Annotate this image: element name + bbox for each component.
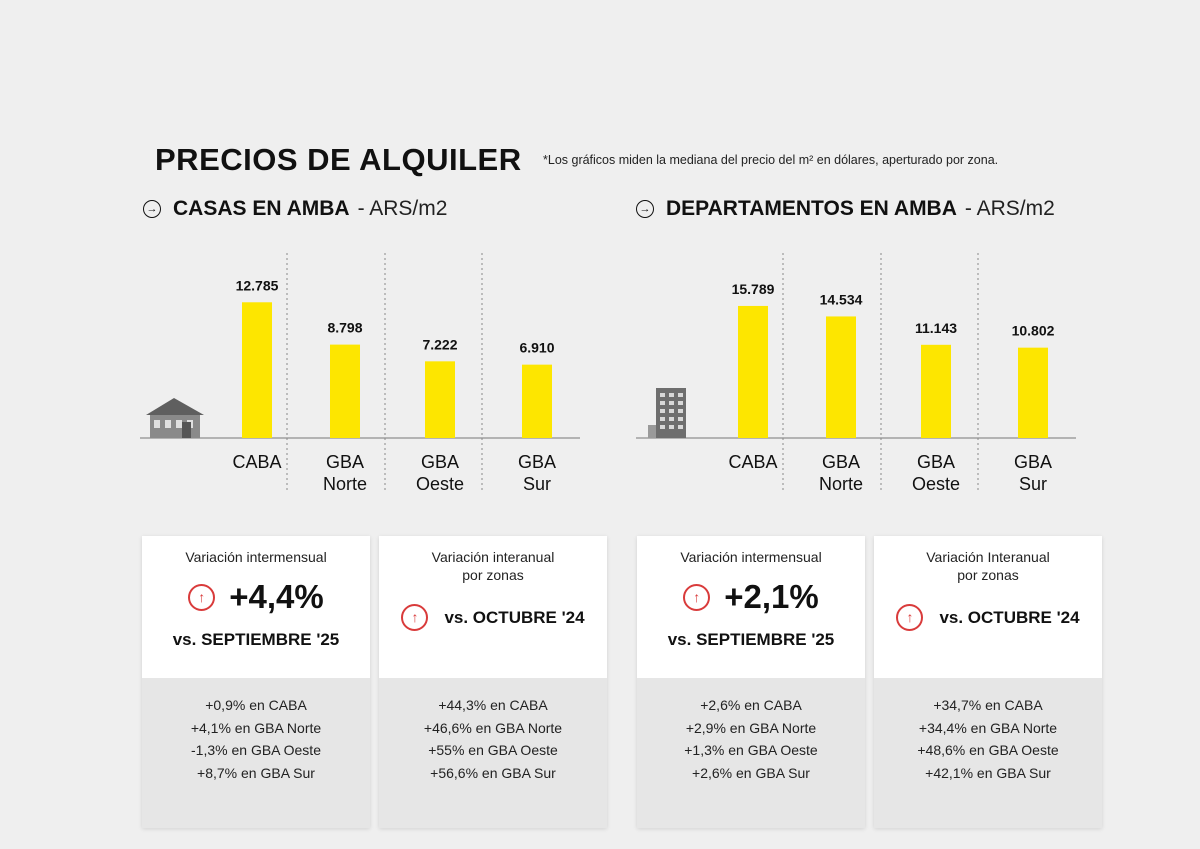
data-label: 7.222 (422, 336, 457, 352)
vs-label: vs. OCTUBRE '24 (939, 607, 1080, 627)
category-label: CABA (232, 452, 281, 472)
section-casas-head: → CASAS EN AMBA - ARS/m2 (143, 197, 447, 221)
arrow-up-icon: ↑ (401, 604, 429, 631)
card-subtitle-2: por zonas (462, 567, 524, 583)
list-item: +56,6% en GBA Sur (430, 764, 556, 781)
zone-list: +2,6% en CABA +2,9% en GBA Norte +1,3% e… (637, 678, 865, 828)
vs-label: vs. SEPTIEMBRE '25 (172, 630, 340, 649)
bar-caba (242, 302, 272, 438)
list-item: +34,4% en GBA Norte (918, 719, 1058, 736)
data-label: 14.534 (820, 291, 863, 307)
category-label-line2: Sur (1019, 474, 1047, 494)
card-deptos-intermensual: Variación intermensual ↑ +2,1% vs. SEPTI… (637, 536, 865, 828)
bar-gba-norte (330, 344, 360, 438)
casas-bar-chart: 12.785CABA8.798GBANorte7.222GBAOeste6.91… (140, 253, 580, 494)
category-label: GBA (326, 452, 364, 472)
list-item: +8,7% en GBA Sur (197, 764, 315, 781)
zone-list: +0,9% en CABA +4,1% en GBA Norte -1,3% e… (142, 678, 370, 828)
list-item: +42,1% en GBA Sur (925, 764, 1051, 781)
category-label: GBA (421, 452, 459, 472)
list-item: +2,6% en GBA Sur (692, 764, 810, 781)
list-item: +46,6% en GBA Norte (423, 719, 563, 736)
section-title: CASAS EN AMBA (173, 197, 350, 220)
list-item: +48,6% en GBA Oeste (917, 742, 1059, 758)
arrow-up-icon: ↑ (683, 583, 711, 611)
list-item: +1,3% en GBA Oeste (684, 742, 818, 758)
card-casas-intermensual: Variación intermensual ↑ +4,4% vs. SEPTI… (142, 536, 370, 828)
data-label: 11.143 (915, 320, 957, 336)
section-departamentos-head: → DEPARTAMENTOS EN AMBA - ARS/m2 (636, 197, 1055, 221)
category-label: GBA (822, 452, 860, 472)
section-unit: - ARS/m2 (357, 197, 448, 220)
category-label-line2: Norte (819, 474, 863, 494)
vs-label: vs. SEPTIEMBRE '25 (667, 630, 835, 649)
data-label: 10.802 (1012, 323, 1055, 339)
bar-gba-oeste (425, 361, 455, 438)
building-icon (648, 388, 686, 438)
data-label: 8.798 (327, 320, 362, 336)
card-casas-interanual: Variación interanual por zonas ↑ vs. OCT… (379, 536, 607, 828)
zone-list: +44,3% en CABA +46,6% en GBA Norte +55% … (379, 678, 607, 828)
category-label: GBA (1014, 452, 1052, 472)
arrow-up-icon: ↑ (188, 583, 216, 611)
card-subtitle: Variación intermensual (185, 549, 327, 565)
house-icon (146, 398, 204, 438)
data-label: 15.789 (732, 281, 775, 297)
category-label-line2: Oeste (416, 474, 464, 494)
page-title: PRECIOS DE ALQUILER (155, 142, 522, 177)
zone-list: +34,7% en CABA +34,4% en GBA Norte +48,6… (874, 678, 1102, 828)
category-label-line2: Sur (523, 474, 551, 494)
category-label: GBA (917, 452, 955, 472)
big-value: +4,4% (229, 578, 324, 615)
list-item: +0,9% en CABA (205, 697, 307, 713)
category-label-line2: Oeste (912, 474, 960, 494)
bar-gba-norte (826, 316, 856, 438)
list-item: +4,1% en GBA Norte (190, 719, 322, 736)
list-item: +2,9% en GBA Norte (685, 719, 817, 736)
card-subtitle: Variación Interanual (926, 549, 1050, 565)
list-item: +55% en GBA Oeste (428, 742, 558, 758)
footnote: *Los gráficos miden la mediana del preci… (543, 153, 999, 167)
bar-gba-sur (522, 364, 552, 438)
category-label: GBA (518, 452, 556, 472)
data-label: 12.785 (236, 277, 279, 293)
bar-caba (738, 305, 768, 438)
departamentos-bar-chart: 15.789CABA14.534GBANorte11.143GBAOeste10… (636, 253, 1076, 494)
category-label-line2: Norte (323, 474, 367, 494)
big-value: +2,1% (724, 578, 819, 615)
list-item: +2,6% en CABA (700, 697, 802, 713)
vs-label: vs. OCTUBRE '24 (444, 607, 585, 627)
arrow-right-icon: → (143, 200, 161, 218)
arrow-right-icon: → (636, 200, 654, 218)
list-item: +44,3% en CABA (438, 697, 548, 713)
card-deptos-interanual: Variación Interanual por zonas ↑ vs. OCT… (874, 536, 1102, 828)
card-subtitle: Variación interanual (431, 549, 555, 565)
list-item: +34,7% en CABA (933, 697, 1043, 713)
bar-gba-sur (1018, 347, 1048, 438)
card-subtitle: Variación intermensual (680, 549, 822, 565)
list-item: -1,3% en GBA Oeste (191, 742, 321, 758)
section-title: DEPARTAMENTOS EN AMBA (666, 197, 957, 220)
section-unit: - ARS/m2 (964, 197, 1055, 220)
arrow-up-icon: ↑ (896, 604, 924, 631)
card-subtitle-2: por zonas (957, 567, 1019, 583)
bar-gba-oeste (921, 344, 951, 438)
data-label: 6.910 (519, 340, 554, 356)
category-label: CABA (728, 452, 777, 472)
